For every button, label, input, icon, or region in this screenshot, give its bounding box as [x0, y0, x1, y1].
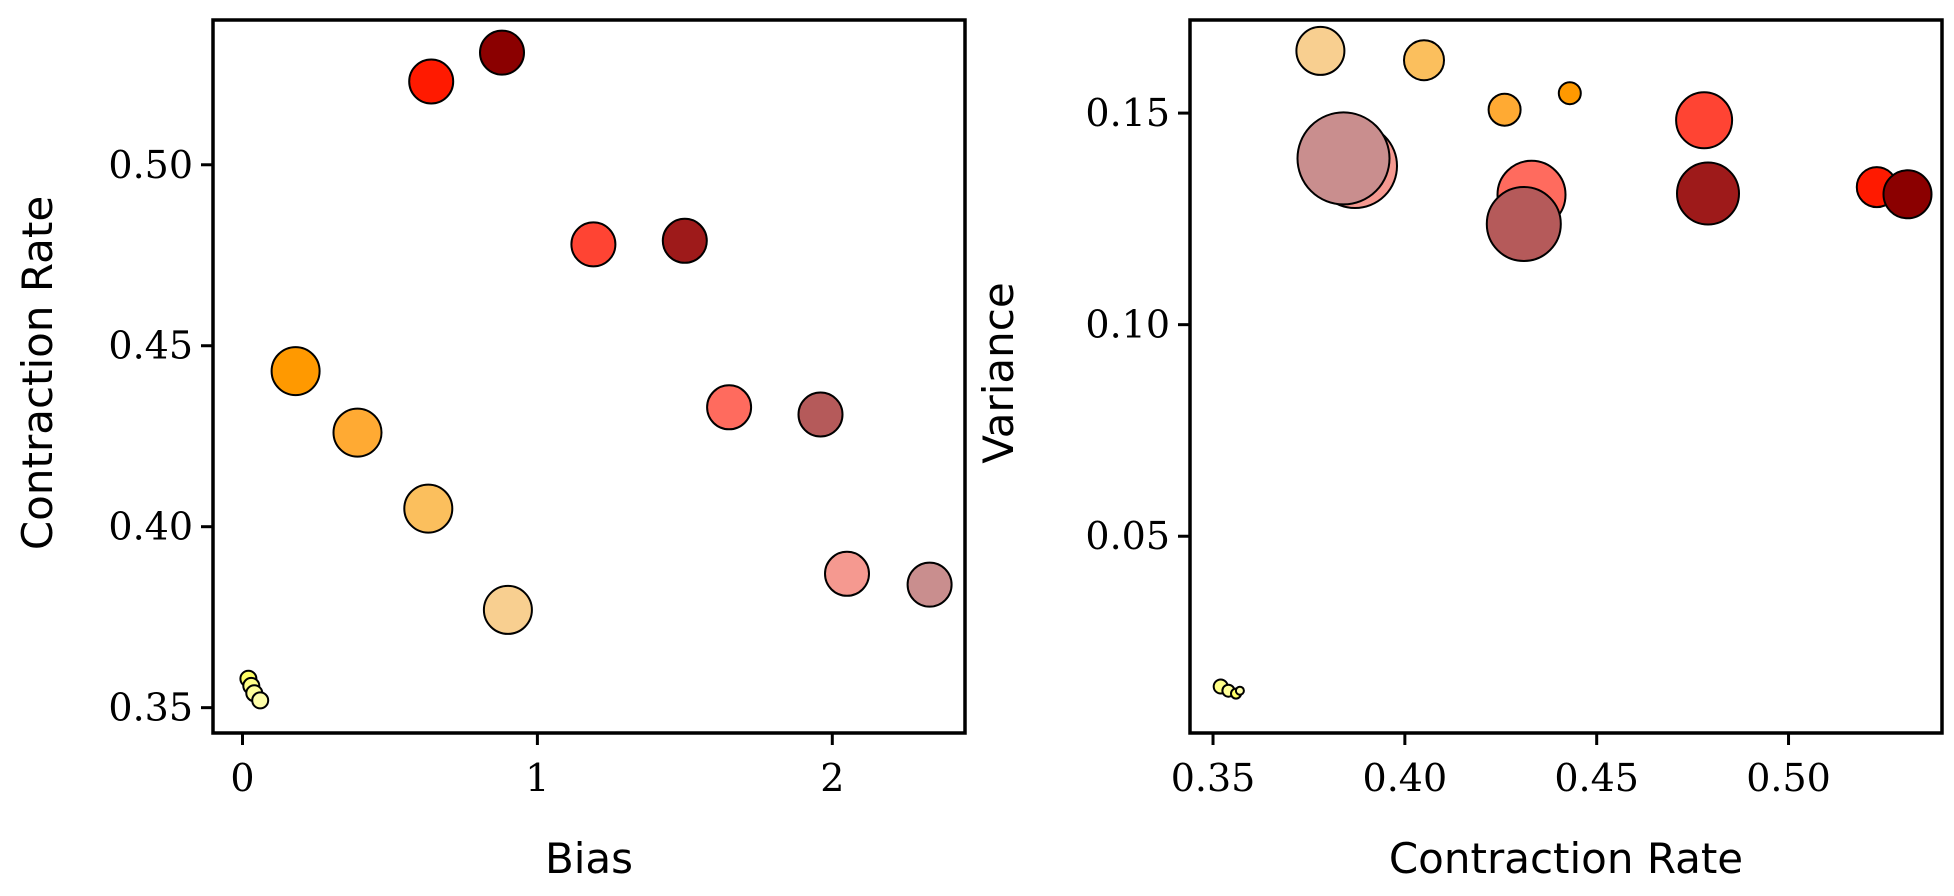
data-point-7: [482, 584, 533, 635]
data-point-5: [1403, 39, 1445, 82]
data-point-12: [706, 384, 753, 431]
contraction-vs-variance-plot: Contraction Rate Variance 0.35 0.40 0.45 0.…: [974, 18, 1944, 883]
data-point-10: [1882, 169, 1933, 220]
data-point-13: [797, 391, 844, 438]
data-point-9: [479, 29, 525, 76]
x-tick-label: 0.35: [1171, 756, 1256, 800]
y-tick-label: 0.10: [1085, 303, 1170, 347]
data-point-4: [270, 346, 321, 397]
data-point-4: [1295, 25, 1346, 76]
data-point-11: [1676, 161, 1740, 226]
plot-frame: [1188, 18, 1944, 735]
data-point-14: [824, 550, 870, 597]
data-point-10: [570, 221, 617, 268]
data-point-5: [332, 407, 383, 458]
data-point-13: [1296, 111, 1391, 206]
data-point-6: [403, 483, 454, 534]
bias-vs-contraction-plot: Bias Contraction Rate 0 1 2 0.35 0.40 0.45 0.5…: [13, 18, 967, 883]
data-point-3: [1234, 685, 1245, 696]
y-tick-label: 0.40: [108, 505, 193, 549]
y-tick-label: 0.50: [108, 143, 193, 187]
data-point-7: [1557, 81, 1582, 106]
x-tick-label: 0: [230, 756, 254, 800]
data-point-15: [906, 561, 953, 608]
data-point-8: [408, 58, 455, 105]
y-tick-label: 0.35: [108, 686, 193, 730]
data-point-11: [661, 217, 708, 264]
y-tick-label: 0.05: [1085, 514, 1170, 558]
x-tick-label: 0.50: [1746, 756, 1831, 800]
x-tick-label: 0.40: [1363, 756, 1448, 800]
data-point-3: [251, 691, 270, 710]
plot-frame: [211, 18, 967, 735]
x-tick-label: 1: [525, 756, 549, 800]
x-tick-label: 2: [820, 756, 844, 800]
y-tick-label: 0.45: [108, 324, 193, 368]
data-point-6: [1487, 92, 1522, 127]
x-tick-label: 0.45: [1554, 756, 1639, 800]
x-axis-label: Contraction Rate: [1389, 834, 1743, 883]
data-point-15: [1485, 186, 1562, 262]
y-axis-label: Variance: [974, 282, 1023, 463]
y-axis-label: Contraction Rate: [13, 196, 62, 550]
y-tick-label: 0.15: [1085, 91, 1170, 135]
x-axis-label: Bias: [545, 834, 633, 883]
data-point-8: [1675, 91, 1734, 150]
